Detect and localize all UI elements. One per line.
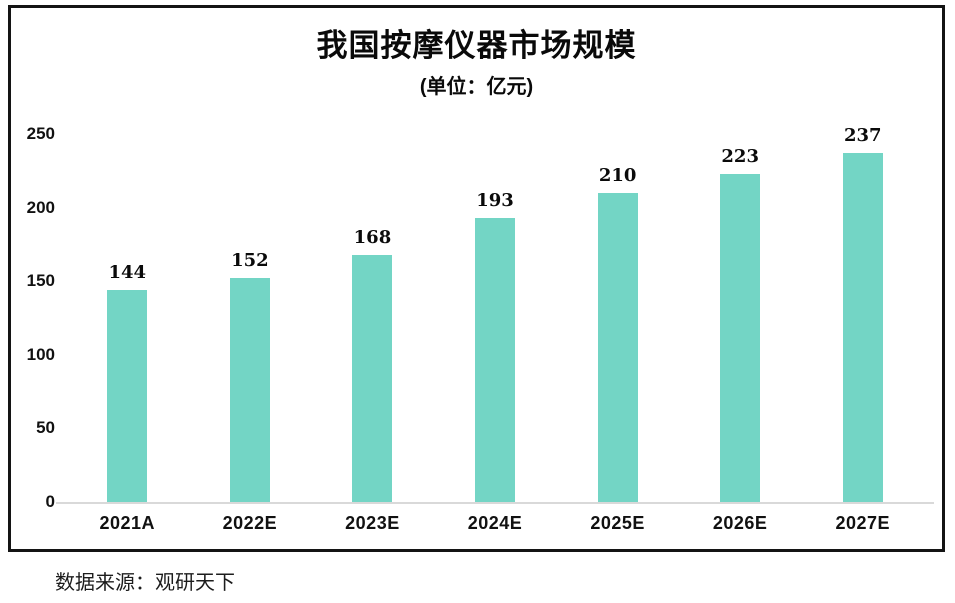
bar-2026E	[720, 174, 761, 502]
bar-value-label: 223	[721, 146, 759, 167]
bar-slot-2027E: 237	[801, 122, 924, 502]
chart-frame: 我国按摩仪器市场规模 (单位：亿元) 0 50 100 150 200 250 144 15…	[8, 5, 945, 552]
y-tick-50: 50	[36, 418, 55, 438]
y-tick-250: 250	[26, 124, 55, 143]
bar-value-label: 210	[598, 165, 637, 186]
x-axis-labels: 2021A 2022E 2023E 2024E 2025E 2026E 2027E	[66, 513, 924, 534]
x-label-2025E: 2025E	[590, 513, 645, 533]
chart-title: 我国按摩仪器市场规模	[316, 28, 637, 63]
y-tick-0: 0	[45, 492, 55, 511]
bar-value-label: 237	[843, 125, 882, 146]
chart-subtitle: (单位：亿元)	[419, 76, 534, 98]
bars-container: 144 152 168 193 210 223 237	[66, 122, 924, 502]
bar-2027E	[842, 153, 883, 502]
bar-2025E	[597, 193, 638, 502]
x-axis-line	[56, 502, 934, 504]
bar-2021A	[107, 290, 148, 502]
x-label-2022E: 2022E	[222, 513, 278, 533]
y-tick-100: 100	[26, 344, 55, 364]
bar-2024E	[475, 218, 516, 502]
y-tick-200: 200	[26, 197, 55, 217]
bar-value-label: 144	[108, 262, 147, 283]
x-label-2026E: 2026E	[712, 513, 768, 533]
bar-value-label: 193	[476, 190, 514, 211]
bar-slot-2025E: 210	[556, 122, 679, 502]
bar-2022E	[229, 278, 270, 502]
bar-2023E	[352, 255, 393, 502]
y-tick-150: 150	[26, 271, 55, 291]
bar-slot-2026E: 223	[679, 122, 802, 502]
bar-slot-2021A: 144	[66, 122, 189, 502]
bar-slot-2024E: 193	[434, 122, 557, 502]
source-note: 数据来源：观研天下	[55, 570, 235, 594]
x-label-2024E: 2024E	[467, 513, 523, 533]
x-label-2023E: 2023E	[345, 513, 400, 533]
x-label-2021A: 2021A	[99, 513, 156, 533]
bar-slot-2023E: 168	[311, 122, 434, 502]
bar-value-label: 168	[353, 227, 392, 248]
bar-value-label: 152	[231, 250, 269, 271]
bar-slot-2022E: 152	[189, 122, 312, 502]
x-label-2027E: 2027E	[835, 513, 891, 533]
